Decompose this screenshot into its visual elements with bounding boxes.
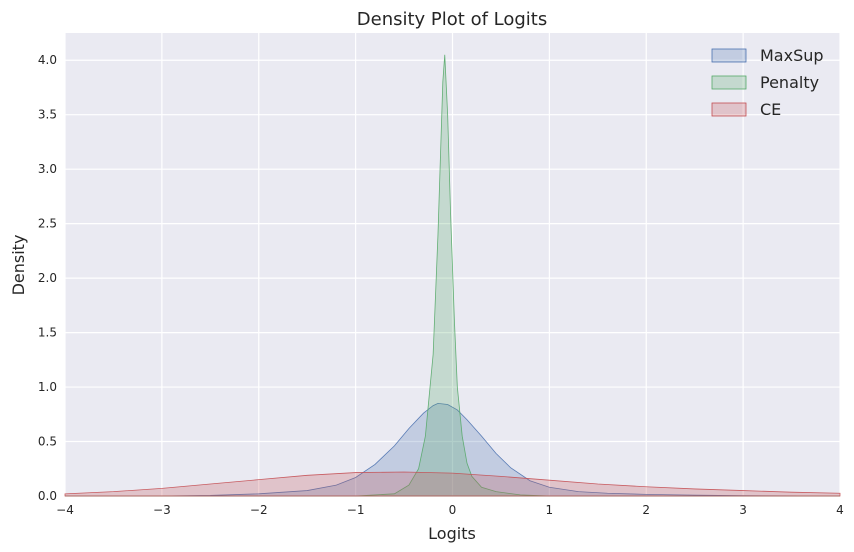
y-tick-label: 2.5 <box>38 217 57 231</box>
y-tick-label: 2.0 <box>38 271 57 285</box>
legend-label-penalty: Penalty <box>760 73 819 92</box>
legend: MaxSup Penalty CE <box>711 46 824 119</box>
x-axis-label: Logits <box>428 524 476 543</box>
series-area-ce <box>64 471 841 497</box>
y-tick-label: 0.5 <box>38 435 57 449</box>
y-axis-label: Density <box>9 235 28 296</box>
y-tick-label: 3.5 <box>38 108 57 122</box>
x-tick-label: −4 <box>56 503 74 517</box>
x-tick-label: 0 <box>449 503 457 517</box>
y-tick-label: 1.5 <box>38 326 57 340</box>
legend-label-maxsup: MaxSup <box>760 46 824 65</box>
y-tick-label: 0.0 <box>38 489 57 503</box>
y-tick-label: 3.0 <box>38 162 57 176</box>
series-area-maxsup <box>65 402 841 497</box>
x-tick-label: −2 <box>250 503 268 517</box>
y-tick-label: 1.0 <box>38 380 57 394</box>
legend-swatch-penalty <box>711 75 747 90</box>
series-area-penalty <box>65 54 840 497</box>
legend-swatch-ce <box>711 102 747 117</box>
chart-title: Density Plot of Logits <box>357 9 547 30</box>
legend-swatch-maxsup <box>711 48 747 63</box>
legend-label-ce: CE <box>760 100 781 119</box>
x-tick-label: 1 <box>546 503 554 517</box>
x-tick-label: −1 <box>347 503 365 517</box>
x-tick-label: 2 <box>642 503 650 517</box>
x-tick-label: 3 <box>739 503 747 517</box>
y-tick-label: 4.0 <box>38 53 57 67</box>
x-tick-label: −3 <box>153 503 171 517</box>
x-tick-label: 4 <box>836 503 844 517</box>
